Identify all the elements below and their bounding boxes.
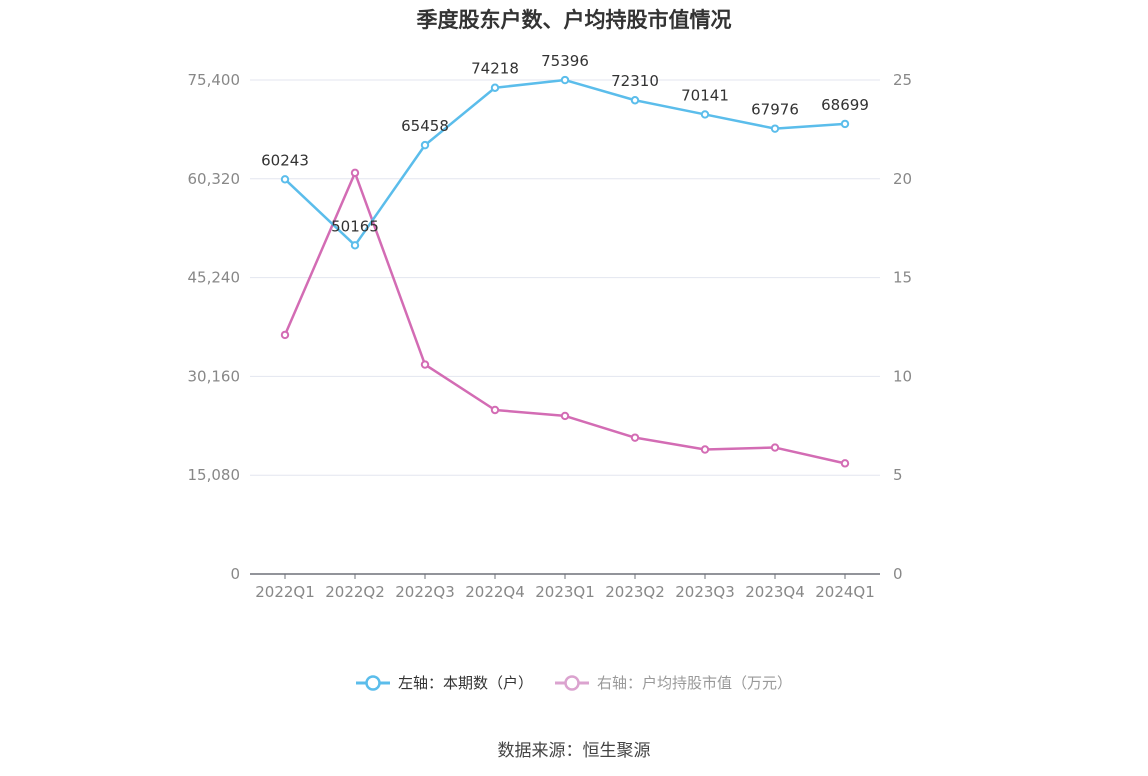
legend-item-households[interactable]: 左轴：本期数（户）: [355, 672, 533, 693]
x-tick-label: 2023Q4: [745, 583, 805, 601]
data-point-avg-value: [560, 411, 570, 421]
x-tick-label: 2022Q3: [395, 583, 455, 601]
data-point-avg-value: [280, 330, 290, 340]
data-point-households: [770, 124, 780, 133]
data-label-households: 74218: [471, 60, 519, 78]
data-point-avg-value: [350, 168, 360, 178]
legend-label-avg-value: 右轴：户均持股市值（万元）: [597, 674, 793, 692]
data-point-households: [700, 110, 710, 119]
y-left-tick-label: 75,400: [188, 71, 241, 89]
y-right-tick-label: 10: [893, 367, 912, 385]
data-point-avg-value: [770, 443, 780, 452]
y-right-tick-label: 20: [893, 170, 912, 188]
data-point-avg-value: [420, 360, 430, 369]
data-point-avg-value: [630, 433, 640, 442]
y-left-tick-label: 15,080: [188, 466, 241, 484]
legend-line-marker-pink: [555, 674, 589, 691]
legend-item-avg-value[interactable]: 右轴：户均持股市值（万元）: [555, 672, 792, 693]
x-tick-label: 2023Q1: [535, 583, 595, 601]
data-label-households: 68699: [821, 96, 869, 114]
data-point-avg-value: [840, 459, 850, 468]
y-left-tick-label: 0: [230, 565, 240, 583]
x-tick-label: 2022Q2: [325, 583, 385, 601]
data-label-households: 75396: [541, 52, 589, 70]
data-point-households: [630, 96, 640, 105]
y-left-tick-label: 45,240: [188, 269, 241, 287]
data-point-households: [490, 83, 500, 92]
y-right-tick-label: 0: [893, 565, 903, 583]
x-tick-label: 2023Q2: [605, 583, 665, 601]
x-tick-label: 2022Q4: [465, 583, 525, 601]
legend-label-households: 左轴：本期数（户）: [397, 674, 533, 692]
data-label-households: 67976: [751, 101, 799, 119]
y-right-tick-label: 5: [893, 466, 903, 484]
data-source: 数据来源：恒生聚源: [497, 741, 651, 761]
y-right-tick-label: 15: [893, 269, 912, 287]
x-tick-label: 2023Q3: [675, 583, 735, 601]
data-label-households: 65458: [401, 117, 449, 135]
data-label-households: 50165: [331, 217, 379, 235]
x-tick-label: 2022Q1: [255, 583, 315, 601]
data-label-households: 70141: [681, 86, 729, 104]
data-point-households: [560, 75, 570, 85]
chart-title: 季度股东户数、户均持股市值情况: [416, 8, 732, 32]
data-point-households: [840, 119, 850, 129]
y-right-tick-label: 25: [893, 71, 912, 89]
data-label-households: 60243: [261, 151, 309, 169]
y-left-tick-label: 60,320: [188, 170, 241, 188]
y-left-tick-label: 30,160: [188, 367, 241, 385]
data-point-households: [420, 140, 430, 150]
data-point-households: [280, 175, 290, 184]
data-label-households: 72310: [611, 72, 659, 90]
data-point-households: [350, 241, 360, 250]
data-point-avg-value: [490, 405, 500, 415]
x-tick-label: 2024Q1: [815, 583, 875, 601]
data-point-avg-value: [700, 445, 710, 454]
legend: 左轴：本期数（户） 右轴：户均持股市值（万元）: [0, 672, 1148, 693]
legend-line-marker-blue: [355, 674, 390, 691]
